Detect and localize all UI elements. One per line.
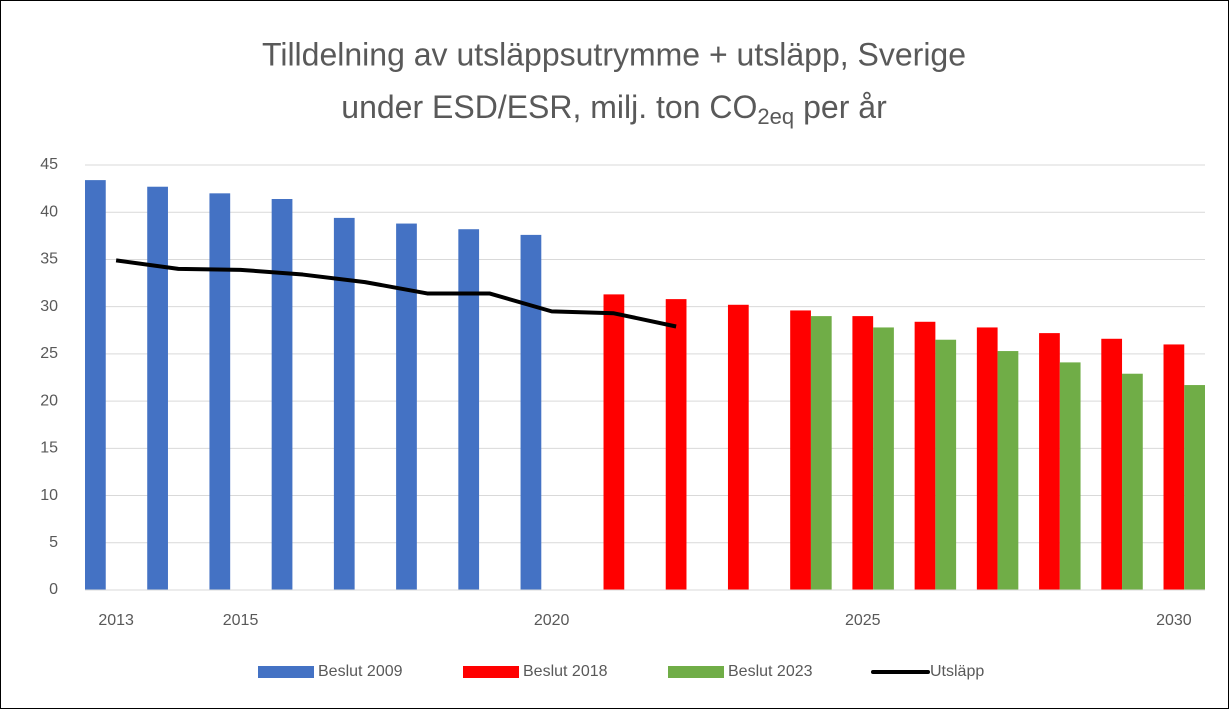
legend-swatch bbox=[258, 666, 314, 678]
bar bbox=[1039, 333, 1060, 590]
x-tick-label: 2015 bbox=[223, 612, 259, 629]
y-tick-label: 40 bbox=[40, 203, 58, 220]
x-tick-label: 2020 bbox=[534, 612, 570, 629]
bar bbox=[1184, 385, 1205, 590]
bar bbox=[997, 351, 1019, 590]
bar bbox=[790, 310, 811, 590]
y-tick-label: 5 bbox=[49, 534, 58, 551]
bar bbox=[914, 321, 936, 590]
y-tick-label: 15 bbox=[40, 440, 58, 457]
bar bbox=[1101, 338, 1123, 590]
y-tick-label: 20 bbox=[40, 392, 58, 409]
bar bbox=[209, 193, 231, 591]
x-tick-label: 2030 bbox=[1156, 612, 1192, 629]
title-subscript: 2eq bbox=[757, 104, 794, 129]
bar bbox=[458, 229, 480, 590]
bar bbox=[603, 294, 625, 590]
line bbox=[115, 258, 677, 329]
legend-label: Beslut 2023 bbox=[728, 663, 813, 680]
y-tick-label: 25 bbox=[40, 345, 58, 362]
chart-title-line-2: under ESD/ESR, milj. ton CO2eq per år bbox=[341, 89, 887, 128]
bar bbox=[1059, 362, 1081, 590]
bar bbox=[1122, 373, 1143, 590]
bar bbox=[873, 327, 894, 590]
bar bbox=[976, 327, 998, 590]
x-tick-label: 2025 bbox=[845, 612, 881, 629]
bar bbox=[520, 234, 542, 590]
legend-swatch bbox=[463, 666, 519, 678]
bar bbox=[271, 199, 293, 590]
bar bbox=[935, 339, 957, 590]
y-tick-label: 35 bbox=[40, 251, 58, 268]
bar bbox=[810, 316, 832, 590]
bar bbox=[333, 217, 355, 590]
legend-label: Utsläpp bbox=[930, 663, 984, 680]
y-tick-label: 10 bbox=[40, 487, 58, 504]
bar bbox=[396, 223, 417, 591]
bar bbox=[147, 186, 168, 590]
bar bbox=[665, 299, 687, 590]
legend-swatch bbox=[668, 666, 724, 678]
chart-title-line-1: Tilldelning av utsläppsutrymme + utsläpp… bbox=[262, 36, 966, 72]
legend-label: Beslut 2018 bbox=[523, 663, 608, 680]
bar bbox=[85, 180, 106, 590]
y-tick-label: 0 bbox=[49, 581, 58, 598]
bar bbox=[1163, 344, 1185, 590]
legend-label: Beslut 2009 bbox=[318, 663, 403, 680]
y-tick-label: 45 bbox=[40, 156, 58, 173]
x-tick-label: 2013 bbox=[98, 612, 134, 629]
bar bbox=[727, 304, 749, 590]
y-tick-label: 30 bbox=[40, 298, 58, 315]
title-text: under ESD/ESR, milj. ton CO bbox=[341, 89, 757, 125]
bar bbox=[852, 316, 874, 590]
title-text: per år bbox=[803, 89, 887, 125]
